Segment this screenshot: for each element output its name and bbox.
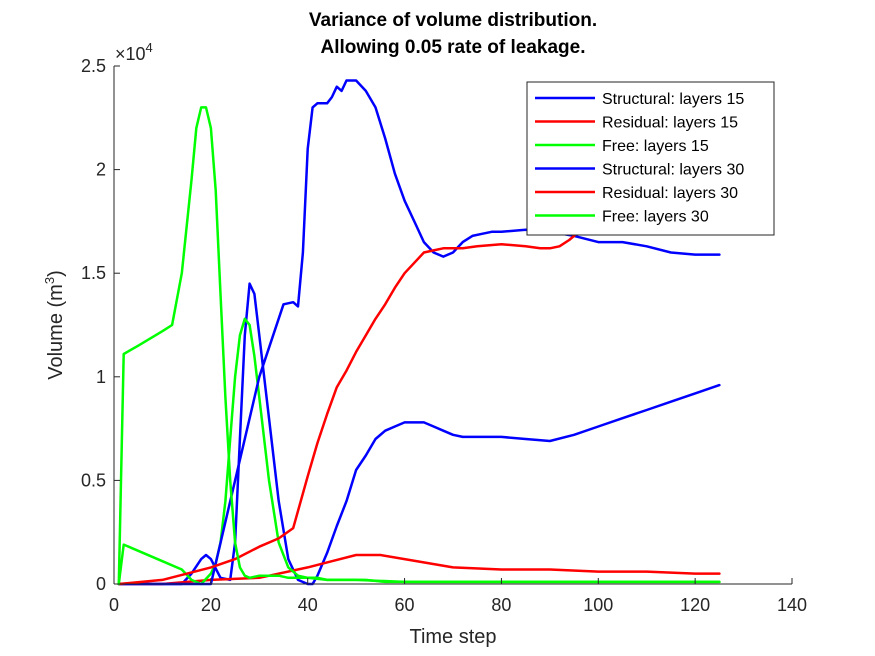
y-tick-label: 2 bbox=[96, 160, 106, 180]
y-exponent-prefix: ×10 bbox=[115, 44, 146, 64]
x-tick-label: 40 bbox=[298, 595, 318, 615]
y-tick-label: 0 bbox=[96, 574, 106, 594]
legend-label: Free: layers 30 bbox=[602, 209, 709, 226]
y-axis-label-sup: 3 bbox=[42, 277, 57, 284]
chart-title-line-2: Allowing 0.05 rate of leakage. bbox=[320, 37, 585, 58]
legend-label: Residual: layers 15 bbox=[602, 115, 738, 132]
x-tick-label: 120 bbox=[680, 595, 710, 615]
x-tick-label: 80 bbox=[491, 595, 511, 615]
legend-label: Structural: layers 30 bbox=[602, 162, 744, 179]
x-tick-label: 20 bbox=[201, 595, 221, 615]
series-line-1 bbox=[117, 282, 721, 586]
legend: Structural: layers 15 Residual: layers 15… bbox=[526, 81, 775, 236]
legend-box bbox=[526, 81, 775, 236]
y-tick-label: 1 bbox=[96, 367, 106, 387]
x-ticks: 0 20 40 60 80 100 120 140 bbox=[109, 578, 807, 615]
y-tick-label: 0.5 bbox=[81, 470, 106, 490]
x-tick-label: 100 bbox=[583, 595, 613, 615]
series-line-6 bbox=[117, 106, 721, 586]
series-line-2 bbox=[117, 553, 721, 586]
series-line-5 bbox=[117, 224, 590, 586]
y-tick-label: 2.5 bbox=[81, 56, 106, 76]
x-tick-label: 0 bbox=[109, 595, 119, 615]
legend-label: Structural: layers 15 bbox=[602, 91, 744, 108]
x-axis-label: Time step bbox=[409, 626, 496, 648]
plot-area: 0 20 40 60 80 100 120 140 0 0.5 1 1.5 2 2.5 bbox=[81, 56, 807, 615]
x-tick-label: 140 bbox=[777, 595, 807, 615]
y-axis-label-close: ) bbox=[45, 270, 67, 277]
legend-label: Free: layers 15 bbox=[602, 138, 709, 155]
y-exponent-power: 4 bbox=[146, 40, 153, 55]
y-exponent-label: ×104 bbox=[115, 40, 153, 64]
y-ticks: 0 0.5 1 1.5 2 2.5 bbox=[81, 56, 120, 594]
y-axis-label-main: Volume (m bbox=[45, 284, 67, 380]
y-tick-label: 1.5 bbox=[81, 263, 106, 283]
y-axis-label: Volume (m3) bbox=[42, 270, 67, 380]
chart-title-line-1: Variance of volume distribution. bbox=[309, 10, 597, 31]
x-tick-label: 60 bbox=[395, 595, 415, 615]
legend-label: Residual: layers 30 bbox=[602, 185, 738, 202]
